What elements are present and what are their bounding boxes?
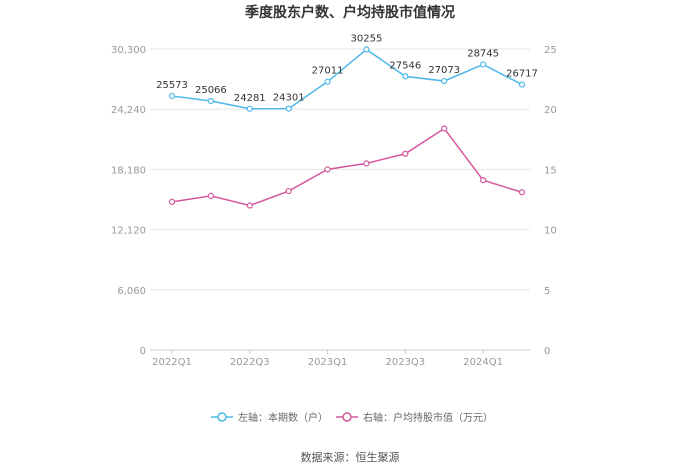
x-tick-label: 2023Q3 [385, 357, 425, 368]
left-tick-label: 24,240 [111, 105, 146, 116]
series-line [171, 48, 523, 110]
data-point [324, 78, 331, 85]
data-label: 27011 [312, 66, 344, 77]
data-point [246, 105, 253, 112]
series-line [171, 127, 523, 207]
left-axis-ticks: 0 6,060 12,120 18,180 24,240 30,300 [111, 45, 146, 357]
right-tick-label: 0 [544, 346, 550, 357]
chart-title: 季度股东户数、户均持股市值情况 [244, 4, 455, 21]
data-label: 25573 [156, 80, 188, 91]
left-tick-label: 12,120 [111, 226, 146, 237]
data-point [285, 187, 292, 195]
x-tick-label: 2024Q1 [463, 357, 503, 368]
x-tick-label: 2022Q3 [230, 357, 270, 368]
legend-item: 左轴：本期数（户） [211, 411, 328, 424]
x-axis-ticks: 2022Q1 2022Q3 2023Q1 2023Q3 2024Q1 [152, 350, 503, 368]
series-group: 25573 25066 24281 24301 27011 30255 27546 27073… [156, 33, 538, 209]
data-label: 24301 [273, 93, 305, 104]
data-point [363, 160, 370, 167]
grid [150, 48, 530, 351]
right-axis-ticks: 0 5 10 15 20 25 [544, 45, 557, 357]
right-tick-label: 5 [544, 286, 550, 297]
legend-marker [342, 412, 352, 422]
left-tick-label: 30,300 [111, 45, 146, 56]
data-point [207, 97, 214, 105]
data-label: 30255 [351, 33, 383, 44]
left-tick-label: 0 [140, 346, 146, 357]
data-point [480, 177, 487, 184]
data-label: 26717 [506, 69, 538, 80]
legend-label: 右轴：户均持股市值（万元） [363, 411, 493, 424]
source-note: 数据来源：恒生聚源 [301, 450, 400, 464]
data-point [402, 73, 409, 80]
data-point [402, 150, 409, 157]
data-label: 27073 [428, 65, 460, 76]
data-point [518, 189, 526, 196]
data-point [441, 125, 448, 132]
x-tick-label: 2023Q1 [308, 357, 348, 368]
series-2 [168, 125, 526, 209]
left-tick-label: 6,060 [117, 286, 146, 297]
legend-label: 左轴：本期数（户） [238, 411, 328, 424]
series-1: 25573 25066 24281 24301 27011 30255 27546 27073… [156, 33, 538, 112]
data-point [246, 202, 253, 209]
right-tick-label: 25 [544, 45, 557, 56]
data-point [480, 61, 487, 68]
right-tick-label: 10 [544, 226, 557, 237]
data-point [441, 77, 448, 85]
right-tick-label: 20 [544, 105, 557, 116]
left-tick-label: 18,180 [111, 165, 146, 176]
data-point [363, 46, 370, 53]
data-point [168, 92, 176, 100]
data-point [324, 166, 331, 173]
legend-item: 右轴：户均持股市值（万元） [336, 411, 493, 424]
data-label: 24281 [234, 93, 266, 104]
data-label: 28745 [467, 48, 499, 59]
data-label: 27546 [389, 60, 421, 71]
data-point [285, 105, 292, 112]
legend-marker [217, 412, 227, 422]
legend: 左轴：本期数（户） 右轴：户均持股市值（万元） [211, 411, 493, 424]
right-tick-label: 15 [544, 165, 557, 176]
x-tick-label: 2022Q1 [152, 357, 192, 368]
data-point [168, 198, 176, 206]
data-point [518, 81, 526, 88]
data-label: 25066 [195, 85, 227, 96]
data-point [207, 192, 214, 199]
